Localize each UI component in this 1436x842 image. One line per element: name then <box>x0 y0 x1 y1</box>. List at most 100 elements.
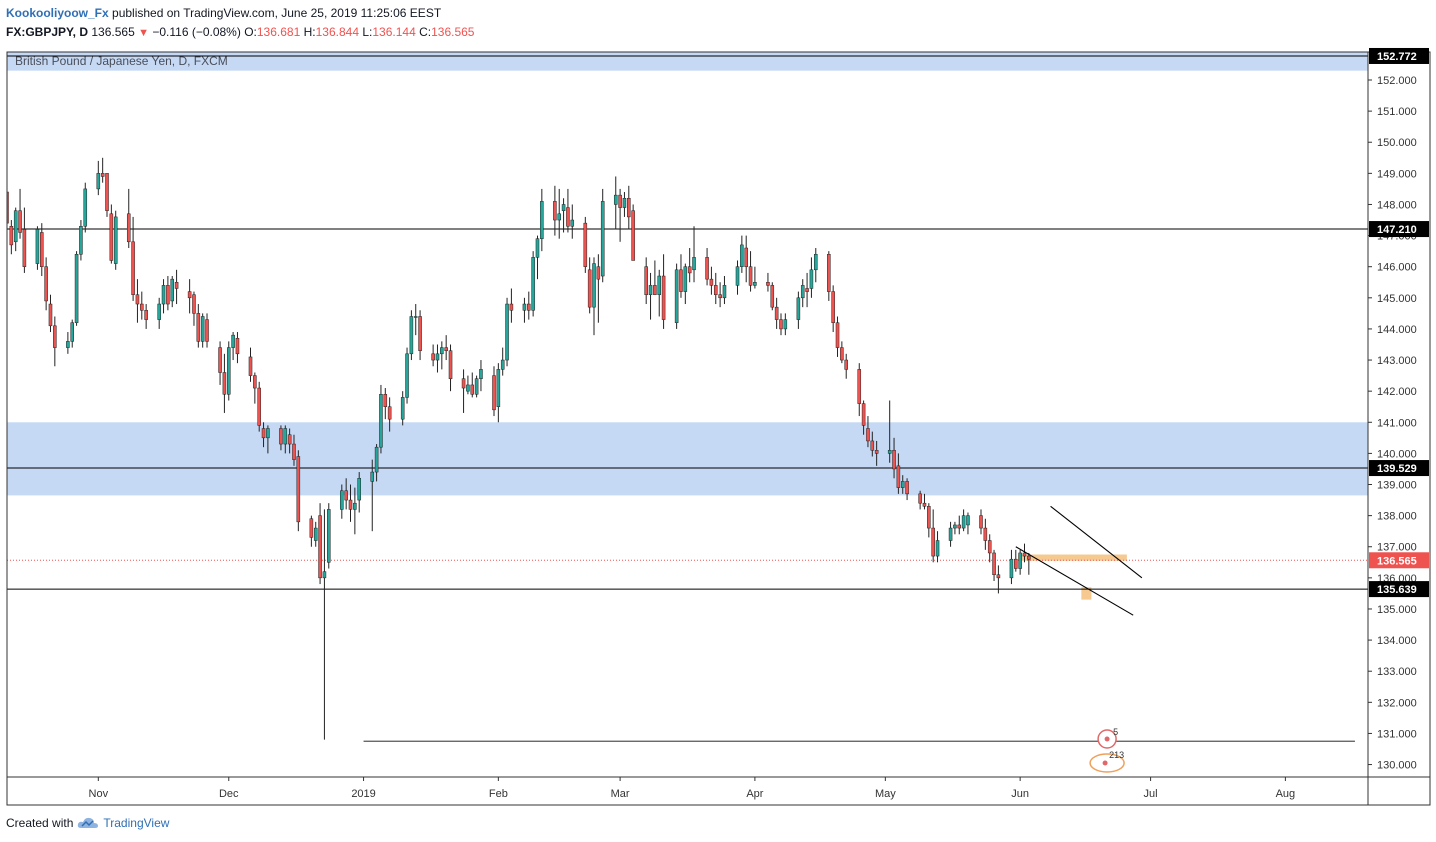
candle-body <box>326 509 331 563</box>
price-line-label: 152.772 <box>1377 51 1417 63</box>
candle-body <box>383 394 388 407</box>
price-line-label: 135.639 <box>1377 584 1417 596</box>
candle-body <box>935 540 940 557</box>
y-tick-label: 138.000 <box>1377 511 1417 523</box>
y-tick-label: 132.000 <box>1377 697 1417 709</box>
candle-body <box>344 490 348 501</box>
candle-body <box>896 465 901 488</box>
y-tick-label: 152.000 <box>1377 75 1417 87</box>
candle-body <box>370 471 375 482</box>
candle-body <box>461 378 466 389</box>
candle-body <box>74 254 79 323</box>
y-tick-label: 137.000 <box>1377 542 1417 554</box>
low-value: 136.144 <box>372 25 416 39</box>
candle-body <box>583 222 588 267</box>
candle-body <box>957 524 962 529</box>
candle-body <box>927 506 931 529</box>
candle-body <box>500 359 505 370</box>
chart-header: Kookooliyoow_Fx published on TradingView… <box>6 4 474 43</box>
candle-body <box>866 428 870 442</box>
candle-body <box>35 229 40 264</box>
candle-body <box>261 428 266 439</box>
candles-layer <box>7 157 1031 740</box>
candle-body <box>827 254 831 292</box>
candle-body <box>413 316 418 318</box>
y-tick-label: 144.000 <box>1377 324 1417 336</box>
candle-body <box>222 372 227 395</box>
candle-body <box>187 291 192 299</box>
current-price-label-bg <box>1369 552 1429 569</box>
candle-body <box>100 173 105 177</box>
candle-body <box>748 266 753 286</box>
supply-demand-zone <box>7 422 1368 496</box>
candle-body <box>613 194 618 205</box>
candle-body <box>1009 558 1014 579</box>
candle-body <box>53 325 57 348</box>
candle-body <box>379 394 383 448</box>
x-tick-label: Jul <box>1144 788 1158 800</box>
candle-body <box>444 347 448 351</box>
candle-body <box>713 285 718 295</box>
candle-body <box>809 269 814 289</box>
candle-body <box>22 229 27 267</box>
candle-body <box>226 347 231 395</box>
tradingview-brand[interactable]: TradingView <box>103 816 170 830</box>
candle-body <box>109 213 114 261</box>
x-tick-label: May <box>875 788 896 800</box>
candle-body <box>18 210 22 233</box>
orange-highlight <box>1018 554 1127 561</box>
candle-body <box>687 266 692 274</box>
candle-body <box>40 232 44 267</box>
candle-body <box>292 443 296 460</box>
x-tick-label: Apr <box>746 788 763 800</box>
candle-body <box>570 219 575 227</box>
price-line-label-bg <box>1369 221 1429 238</box>
candle-body <box>844 359 848 370</box>
close-value: 136.565 <box>431 25 475 39</box>
candle-body <box>740 244 744 267</box>
candle-body <box>705 257 709 280</box>
candle-body <box>831 291 835 323</box>
candle-body <box>753 282 757 286</box>
candle-body <box>874 450 879 454</box>
chart-title: British Pound / Japanese Yen, D, FXCM <box>15 54 228 68</box>
zones-layer <box>7 52 1368 600</box>
candle-body <box>835 322 840 348</box>
author-link[interactable]: Kookooliyoow_Fx <box>6 6 109 20</box>
supply-demand-zone <box>7 52 1368 71</box>
open-value: 136.681 <box>256 25 301 39</box>
current-price-label: 136.565 <box>1377 555 1417 567</box>
idea-marker-dot <box>1102 760 1108 766</box>
price-change: −0.116 (−0.08%) <box>152 25 241 39</box>
candle-body <box>7 191 9 224</box>
candle-body <box>479 369 483 379</box>
candle-body <box>805 288 809 292</box>
candle-body <box>618 194 622 208</box>
price-line-label-bg <box>1369 581 1429 598</box>
tradingview-cloud-icon <box>78 817 99 828</box>
y-tick-label: 142.000 <box>1377 386 1417 398</box>
candle-body <box>374 446 379 473</box>
candle-body <box>722 285 727 299</box>
close-label: C: <box>419 25 432 39</box>
candle-body <box>235 338 240 355</box>
candle-body <box>144 310 148 320</box>
candle-body <box>218 347 222 373</box>
x-tick-label: 2019 <box>351 788 375 800</box>
candle-body <box>657 275 662 295</box>
candle-body <box>83 188 88 227</box>
candle-body <box>448 350 453 379</box>
candle-body <box>113 216 118 264</box>
candle-body <box>631 210 635 261</box>
candle-body <box>796 297 801 320</box>
y-tick-label: 148.000 <box>1377 199 1417 211</box>
candle-body <box>979 515 983 529</box>
candle-body <box>170 278 175 302</box>
price-lines-layer <box>7 55 1368 590</box>
y-tick-label: 143.000 <box>1377 355 1417 367</box>
chart-frame <box>6 51 1431 806</box>
candle-body <box>661 275 666 320</box>
last-price: 136.565 <box>91 25 135 39</box>
candle-body <box>322 571 327 579</box>
